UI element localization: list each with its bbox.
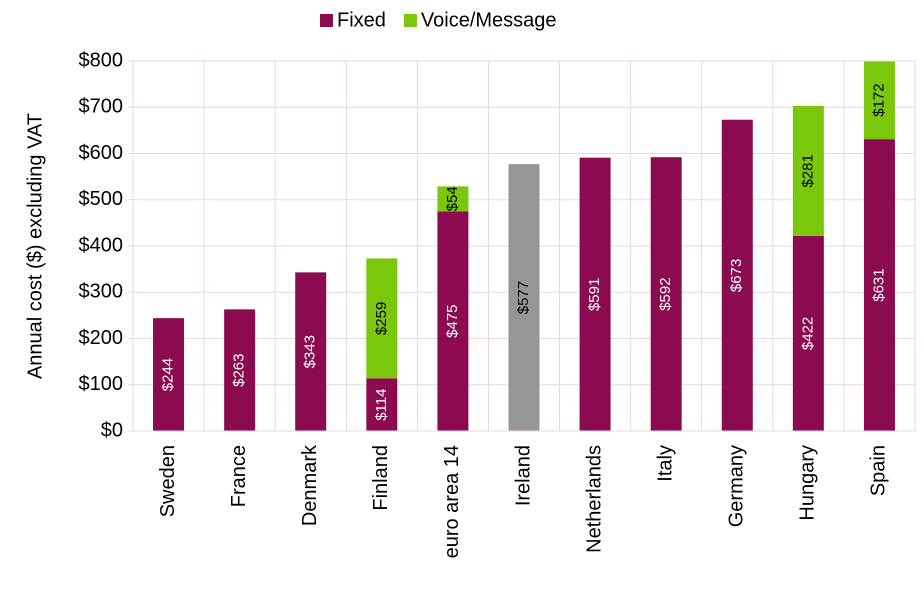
x-tick-label: euro area 14 [441,445,463,558]
data-label: $281 [799,154,816,187]
x-tick-label: Italy [654,445,676,482]
data-label: $114 [373,389,390,421]
x-tick-label: Spain [868,445,890,496]
data-label: $263 [231,353,248,386]
bar-segment [863,61,895,140]
y-tick-label: $400 [79,234,124,256]
legend-swatch [403,14,417,27]
bar-segment [863,139,895,431]
bar-segment [721,119,753,431]
bar-segment [579,157,611,431]
x-tick-label: Denmark [299,444,321,526]
y-tick-label: $200 [79,327,124,349]
legend-swatch [320,14,333,27]
data-label: $577 [515,281,532,314]
bar-segment [366,378,398,431]
y-axis-label: Annual cost ($) excluding VAT [24,113,46,379]
bar-segment [437,186,469,212]
legend-label: Voice/Message [421,9,557,31]
bar-segment [437,211,469,431]
data-label: $591 [586,278,603,311]
y-tick-label: $700 [79,96,124,118]
legend-label: Fixed [337,9,386,31]
data-label: $244 [160,358,177,391]
x-tick-label: Ireland [512,445,534,506]
data-label: $592 [657,277,674,310]
data-label: $259 [373,302,390,335]
data-label: $54 [444,186,461,211]
y-tick-label: $600 [79,142,124,164]
bar-segment [366,258,398,379]
y-tick-label: $500 [79,188,124,210]
y-tick-label: $800 [79,49,124,71]
y-tick-label: $0 [101,419,123,441]
x-tick-label: Sweden [157,445,179,517]
bar-segment [792,235,824,431]
bar-segment [650,157,682,431]
x-tick-label: Netherlands [583,445,605,553]
data-label: $475 [444,304,461,337]
plot-area [153,61,895,431]
bar-segment [295,272,327,431]
x-tick-label: Hungary [797,445,819,521]
y-tick-label: $300 [79,281,124,303]
bar-segment [153,318,185,431]
y-tick-label: $100 [79,373,124,395]
bar-segment [508,164,540,431]
data-label: $631 [870,268,887,301]
x-tick-label: Germany [726,445,748,527]
bar-segment [224,309,256,431]
x-tick-label: Finland [370,445,392,511]
bar-segment [792,105,824,236]
data-label: $172 [870,83,887,116]
data-label: $422 [799,317,816,350]
x-tick-label: France [228,445,250,507]
data-label: $343 [302,335,319,368]
data-label: $673 [728,259,745,292]
